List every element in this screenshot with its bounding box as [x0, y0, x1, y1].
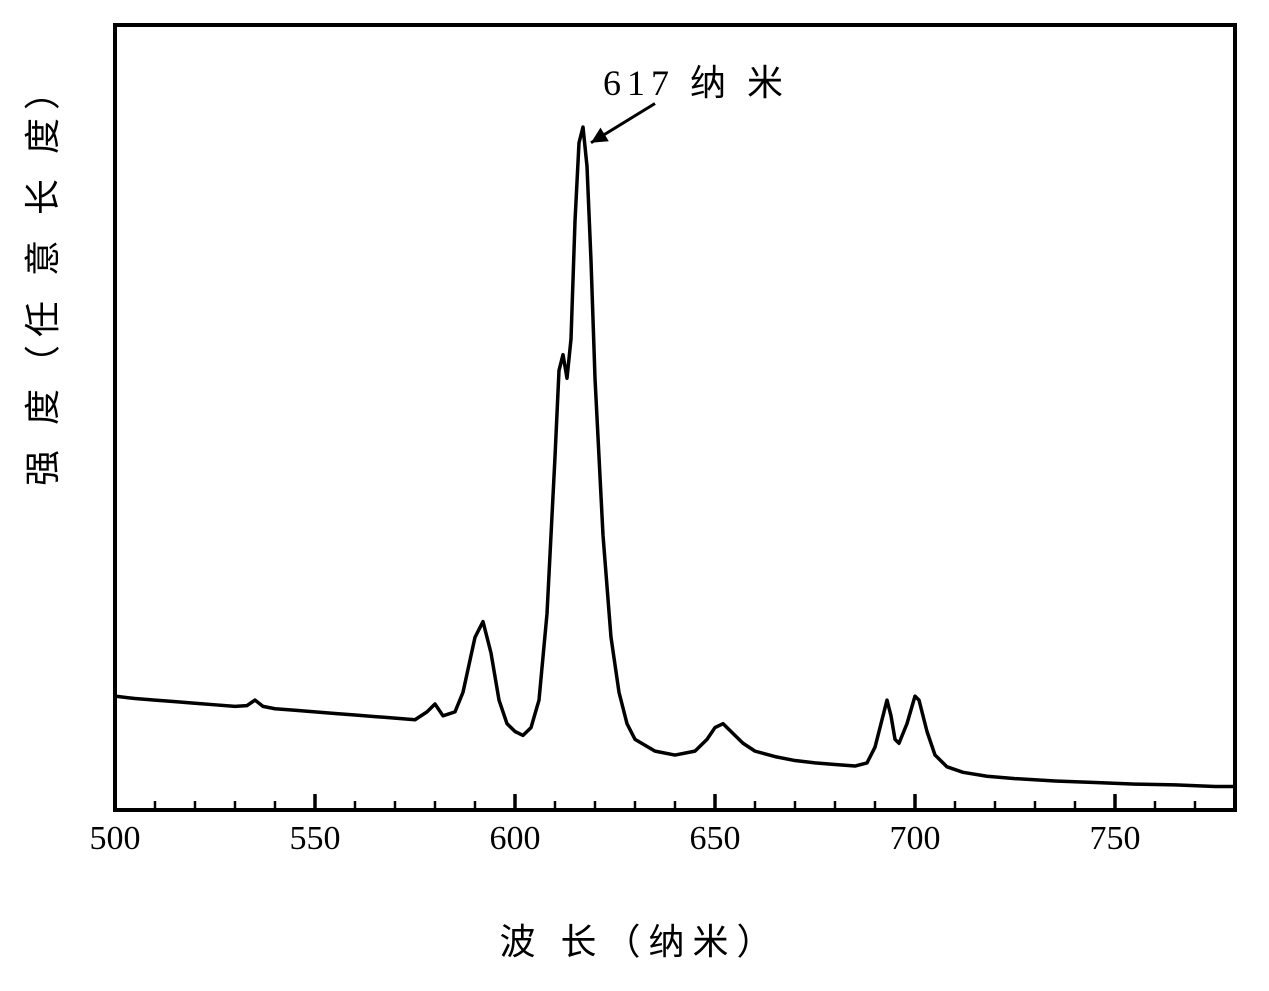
x-tick-label: 600	[490, 820, 541, 858]
spectrum-chart: 强 度（任 意 长 度） 500550600650700750 617 纳 米 …	[30, 10, 1250, 970]
x-tick-label: 550	[290, 820, 341, 858]
x-axis-label: 波 长（纳米）	[499, 913, 780, 965]
peak-annotation: 617 纳 米	[603, 54, 789, 106]
y-axis-label: 强 度（任 意 长 度）	[14, 66, 66, 486]
x-tick-label: 650	[690, 820, 741, 858]
x-tick-label: 700	[890, 820, 941, 858]
x-tick-label: 500	[90, 820, 141, 858]
x-tick-label: 750	[1090, 820, 1141, 858]
plot-area: 500550600650700750 617 纳 米	[110, 20, 1240, 870]
plot-svg	[110, 20, 1240, 870]
